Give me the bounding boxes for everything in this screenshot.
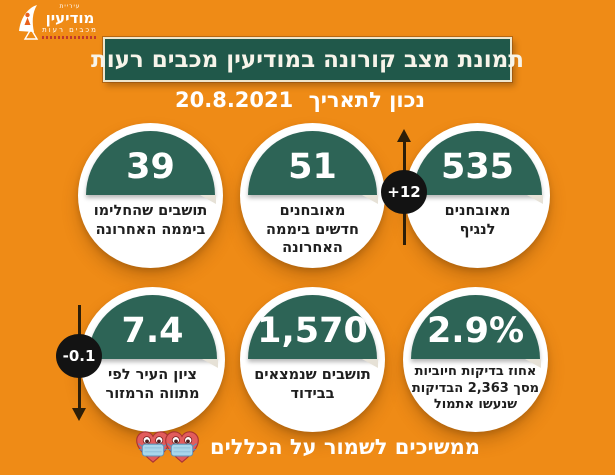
stat-value: 7.4: [121, 311, 184, 351]
masked-heart-icon: [165, 431, 199, 463]
masked-hearts: [135, 430, 200, 464]
logo-text: עיריית מודיעין מכבים רעות: [42, 4, 98, 39]
stat-circle-city-score: -0.1 7.4 ציון העיר לפי מתווה הרמזור: [56, 287, 225, 432]
change-badge-diagnosed: +12: [380, 129, 428, 257]
arrow-up-icon: [397, 129, 411, 142]
stat-label: אחוז בדיקות חיוביות מסך 2,363 הבדיקות שנ…: [411, 364, 540, 413]
stat-value: 1,570: [257, 311, 368, 351]
logo-line-main: מודיעין: [45, 9, 95, 27]
stat-value: 39: [126, 147, 175, 187]
stat-label: תושבים שנמצאים בבידוד: [254, 367, 371, 402]
logo-line-sub: מכבים רעות: [42, 26, 98, 34]
stat-circle-isolation: 1,570 תושבים שנמצאים בבידוד: [240, 287, 385, 432]
stat-circle-new-cases: 51 מאובחנים חדשים ביממה האחרונה: [240, 123, 385, 268]
masked-heart-icon: [136, 431, 170, 463]
stat-value: 535: [440, 147, 515, 187]
stat-circle-recovered: 39 תושבים שהחלימו ביממה האחרונה: [78, 123, 223, 268]
date-prefix: נכון לתאריך: [308, 88, 425, 112]
stat-circle-positive-rate: 2.9% אחוז בדיקות חיוביות מסך 2,363 הבדיק…: [403, 287, 548, 432]
date-value: 20.8.2021: [175, 88, 294, 112]
date-line: נכון לתאריך 20.8.2021: [0, 88, 600, 112]
footer-message-row: ממשיכים לשמור על הכללים: [0, 430, 615, 464]
stat-label: מאובחנים חדשים ביממה האחרונה: [266, 203, 359, 257]
change-badge-value: +12: [381, 170, 427, 214]
municipality-logo: עיריית מודיעין מכבים רעות: [12, 4, 98, 40]
arrow-down-icon: [72, 408, 86, 421]
stat-label: מאובחנים לנגיף: [444, 203, 511, 238]
change-badge-city-score: -0.1: [55, 293, 103, 421]
stat-label: תושבים שהחלימו ביממה האחרונה: [93, 203, 208, 238]
stat-circle-diagnosed-virus: +12 535 מאובחנים לנגיף: [381, 123, 550, 268]
stat-value: 2.9%: [426, 311, 525, 351]
logo-line-top: עיריית: [59, 3, 81, 10]
stat-label: ציון העיר לפי מתווה הרמזור: [105, 367, 200, 402]
logo-english-line: [42, 36, 98, 39]
page-title: תמונת מצב קורונה במודיעין מכבים רעות: [90, 46, 524, 73]
change-badge-value: -0.1: [56, 334, 102, 378]
title-banner: תמונת מצב קורונה במודיעין מכבים רעות: [91, 37, 524, 82]
footer-message: ממשיכים לשמור על הכללים: [209, 435, 481, 459]
stat-value: 51: [288, 147, 337, 187]
municipality-emblem-icon: [19, 5, 39, 40]
